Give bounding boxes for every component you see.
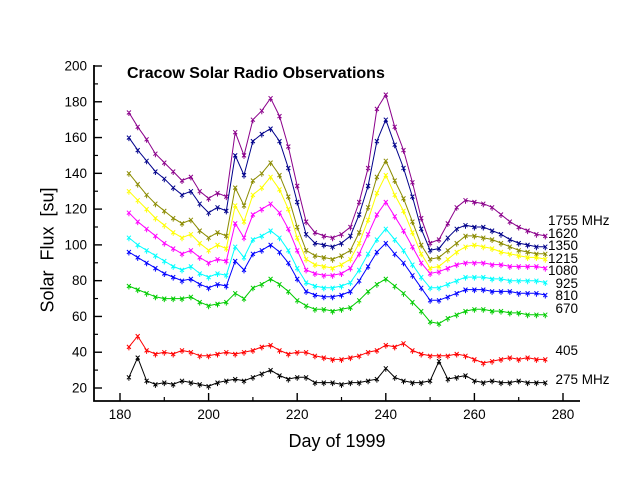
- y-tick-label: 60: [72, 309, 87, 324]
- series-line: [128, 356, 546, 387]
- series-line: [128, 93, 546, 244]
- y-tick-label: 120: [64, 202, 87, 217]
- series-markers: [126, 92, 548, 247]
- series-line: [128, 335, 546, 364]
- series-810: [126, 240, 548, 304]
- legend-label-405: 405: [555, 343, 578, 358]
- legend-label-925: 925: [555, 275, 578, 291]
- legend-label-1080: 1080: [547, 263, 578, 278]
- series-line: [128, 278, 546, 325]
- x-axis-title: Day of 1999: [288, 431, 386, 451]
- legend-label-1215: 1215: [547, 250, 578, 266]
- series-925: [126, 226, 548, 292]
- series-1755-mhz: [126, 92, 548, 247]
- series-markers: [126, 355, 548, 390]
- x-tick-label: 220: [286, 407, 309, 422]
- chart-title: Cracow Solar Radio Observations: [127, 65, 385, 82]
- x-tick-label: 200: [197, 407, 220, 422]
- legend-label-1350: 1350: [547, 238, 578, 253]
- series-1215: [126, 172, 548, 272]
- legend-label-1755-mhz: 1755 MHz: [547, 213, 610, 228]
- axis-frame: [93, 65, 580, 402]
- series-markers: [126, 117, 548, 254]
- series-1350: [126, 158, 548, 263]
- legend-label-275-mhz: 275 MHz: [555, 372, 610, 387]
- series-275-mhz: [126, 355, 548, 390]
- x-tick-label: 180: [109, 407, 132, 422]
- x-tick-label: 260: [463, 407, 486, 422]
- y-tick-label: 80: [72, 273, 87, 288]
- legend-label-670: 670: [555, 300, 578, 316]
- y-tick-label: 100: [64, 237, 87, 252]
- legend-label-810: 810: [555, 288, 578, 303]
- y-tick-label: 180: [64, 94, 87, 109]
- series-markers: [126, 276, 548, 328]
- y-tick-label: 160: [64, 130, 87, 145]
- series-405: [126, 333, 548, 367]
- series-markers: [126, 172, 548, 272]
- y-tick-label: 200: [64, 59, 87, 74]
- legend-label-1620: 1620: [547, 225, 578, 241]
- series-line: [128, 118, 546, 251]
- series-1080: [126, 199, 548, 279]
- y-tick-label: 140: [64, 166, 87, 181]
- series-1620: [126, 117, 548, 254]
- x-tick-label: 240: [375, 407, 398, 422]
- series-markers: [126, 333, 548, 367]
- y-tick-label: 20: [72, 381, 87, 396]
- series-markers: [126, 199, 548, 279]
- series-670: [126, 276, 548, 328]
- series-markers: [126, 240, 548, 304]
- series-markers: [126, 158, 548, 263]
- series-markers: [126, 226, 548, 292]
- x-tick-label: 280: [552, 407, 575, 422]
- y-tick-label: 40: [72, 345, 87, 360]
